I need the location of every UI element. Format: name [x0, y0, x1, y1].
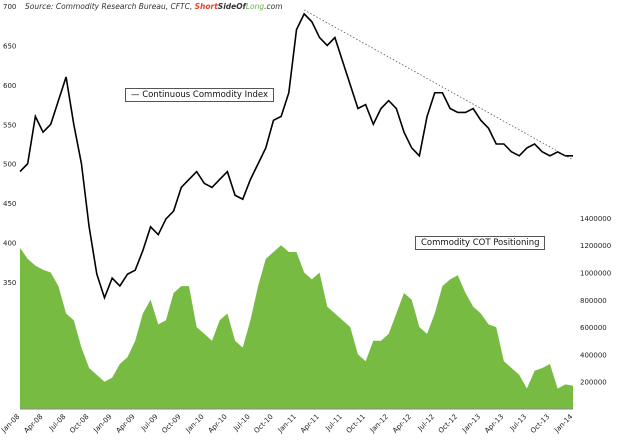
x-tick-label: Jul-12: [416, 413, 436, 433]
x-tick-label: Apr-09: [115, 413, 137, 435]
left-tick-label: 350: [3, 279, 16, 287]
left-tick-label: 400: [3, 240, 16, 248]
x-tick-label: Oct-09: [160, 413, 182, 435]
left-tick-label: 600: [3, 82, 16, 90]
x-tick-label: Oct-11: [345, 413, 367, 435]
x-tick-label: Apr-11: [299, 413, 321, 435]
x-tick-label: Apr-10: [207, 413, 229, 435]
right-tick-label: 200000: [580, 379, 607, 387]
right-tick-label: 1400000: [580, 215, 611, 223]
left-tick-label: 700: [3, 3, 16, 11]
x-tick-label: Oct-13: [529, 413, 551, 435]
legend-cci: — Continuous Commodity Index: [125, 88, 275, 102]
legend-cot-label: Commodity COT Positioning: [421, 238, 540, 248]
source-text: Source: Commodity Research Bureau, CFTC,: [25, 2, 195, 11]
right-tick-label: 1200000: [580, 242, 611, 250]
x-tick-label: Jan-13: [460, 413, 482, 435]
trendline: [303, 9, 574, 161]
x-tick-label: Jan-08: [0, 413, 21, 435]
x-tick-label: Jan-11: [276, 413, 298, 435]
legend-cci-label: Continuous Commodity Index: [142, 90, 269, 100]
x-tick-label: Oct-10: [253, 413, 275, 435]
legend-cot: Commodity COT Positioning: [415, 236, 546, 250]
x-tick-label: Jan-14: [552, 412, 574, 434]
right-tick-label: 600000: [580, 324, 607, 332]
x-tick-label: Oct-12: [437, 413, 459, 435]
x-tick-label: Jul-08: [47, 413, 67, 433]
x-tick-label: Jan-12: [368, 413, 390, 435]
x-tick-label: Apr-12: [391, 413, 413, 435]
brand-long: Long: [245, 2, 265, 11]
right-tick-label: 1000000: [580, 270, 611, 278]
x-tick-label: Oct-08: [68, 413, 90, 435]
x-tick-label: Jan-10: [184, 413, 206, 435]
left-tick-label: 500: [3, 161, 16, 169]
brand-side: SideOf: [217, 2, 246, 11]
x-tick-label: Apr-08: [22, 413, 44, 435]
brand-short: Short: [194, 2, 218, 11]
x-tick-label: Jul-10: [231, 413, 251, 433]
x-tick-label: Apr-13: [483, 413, 505, 435]
cot-area: [20, 245, 573, 409]
x-tick-label: Jul-09: [139, 413, 159, 433]
cci-line: [19, 12, 573, 301]
left-tick-label: 550: [3, 121, 16, 129]
x-tick-label: Jul-13: [508, 413, 528, 433]
right-tick-label: 800000: [580, 297, 607, 305]
right-tick-label: 400000: [580, 351, 607, 359]
x-tick-label: Jan-09: [91, 413, 113, 435]
left-tick-label: 450: [3, 200, 16, 208]
x-tick-label: Jul-11: [324, 413, 344, 433]
source-note: Source: Commodity Research Bureau, CFTC,…: [25, 2, 283, 11]
left-tick-label: 650: [3, 42, 16, 50]
brand-suffix: .com: [264, 2, 283, 11]
